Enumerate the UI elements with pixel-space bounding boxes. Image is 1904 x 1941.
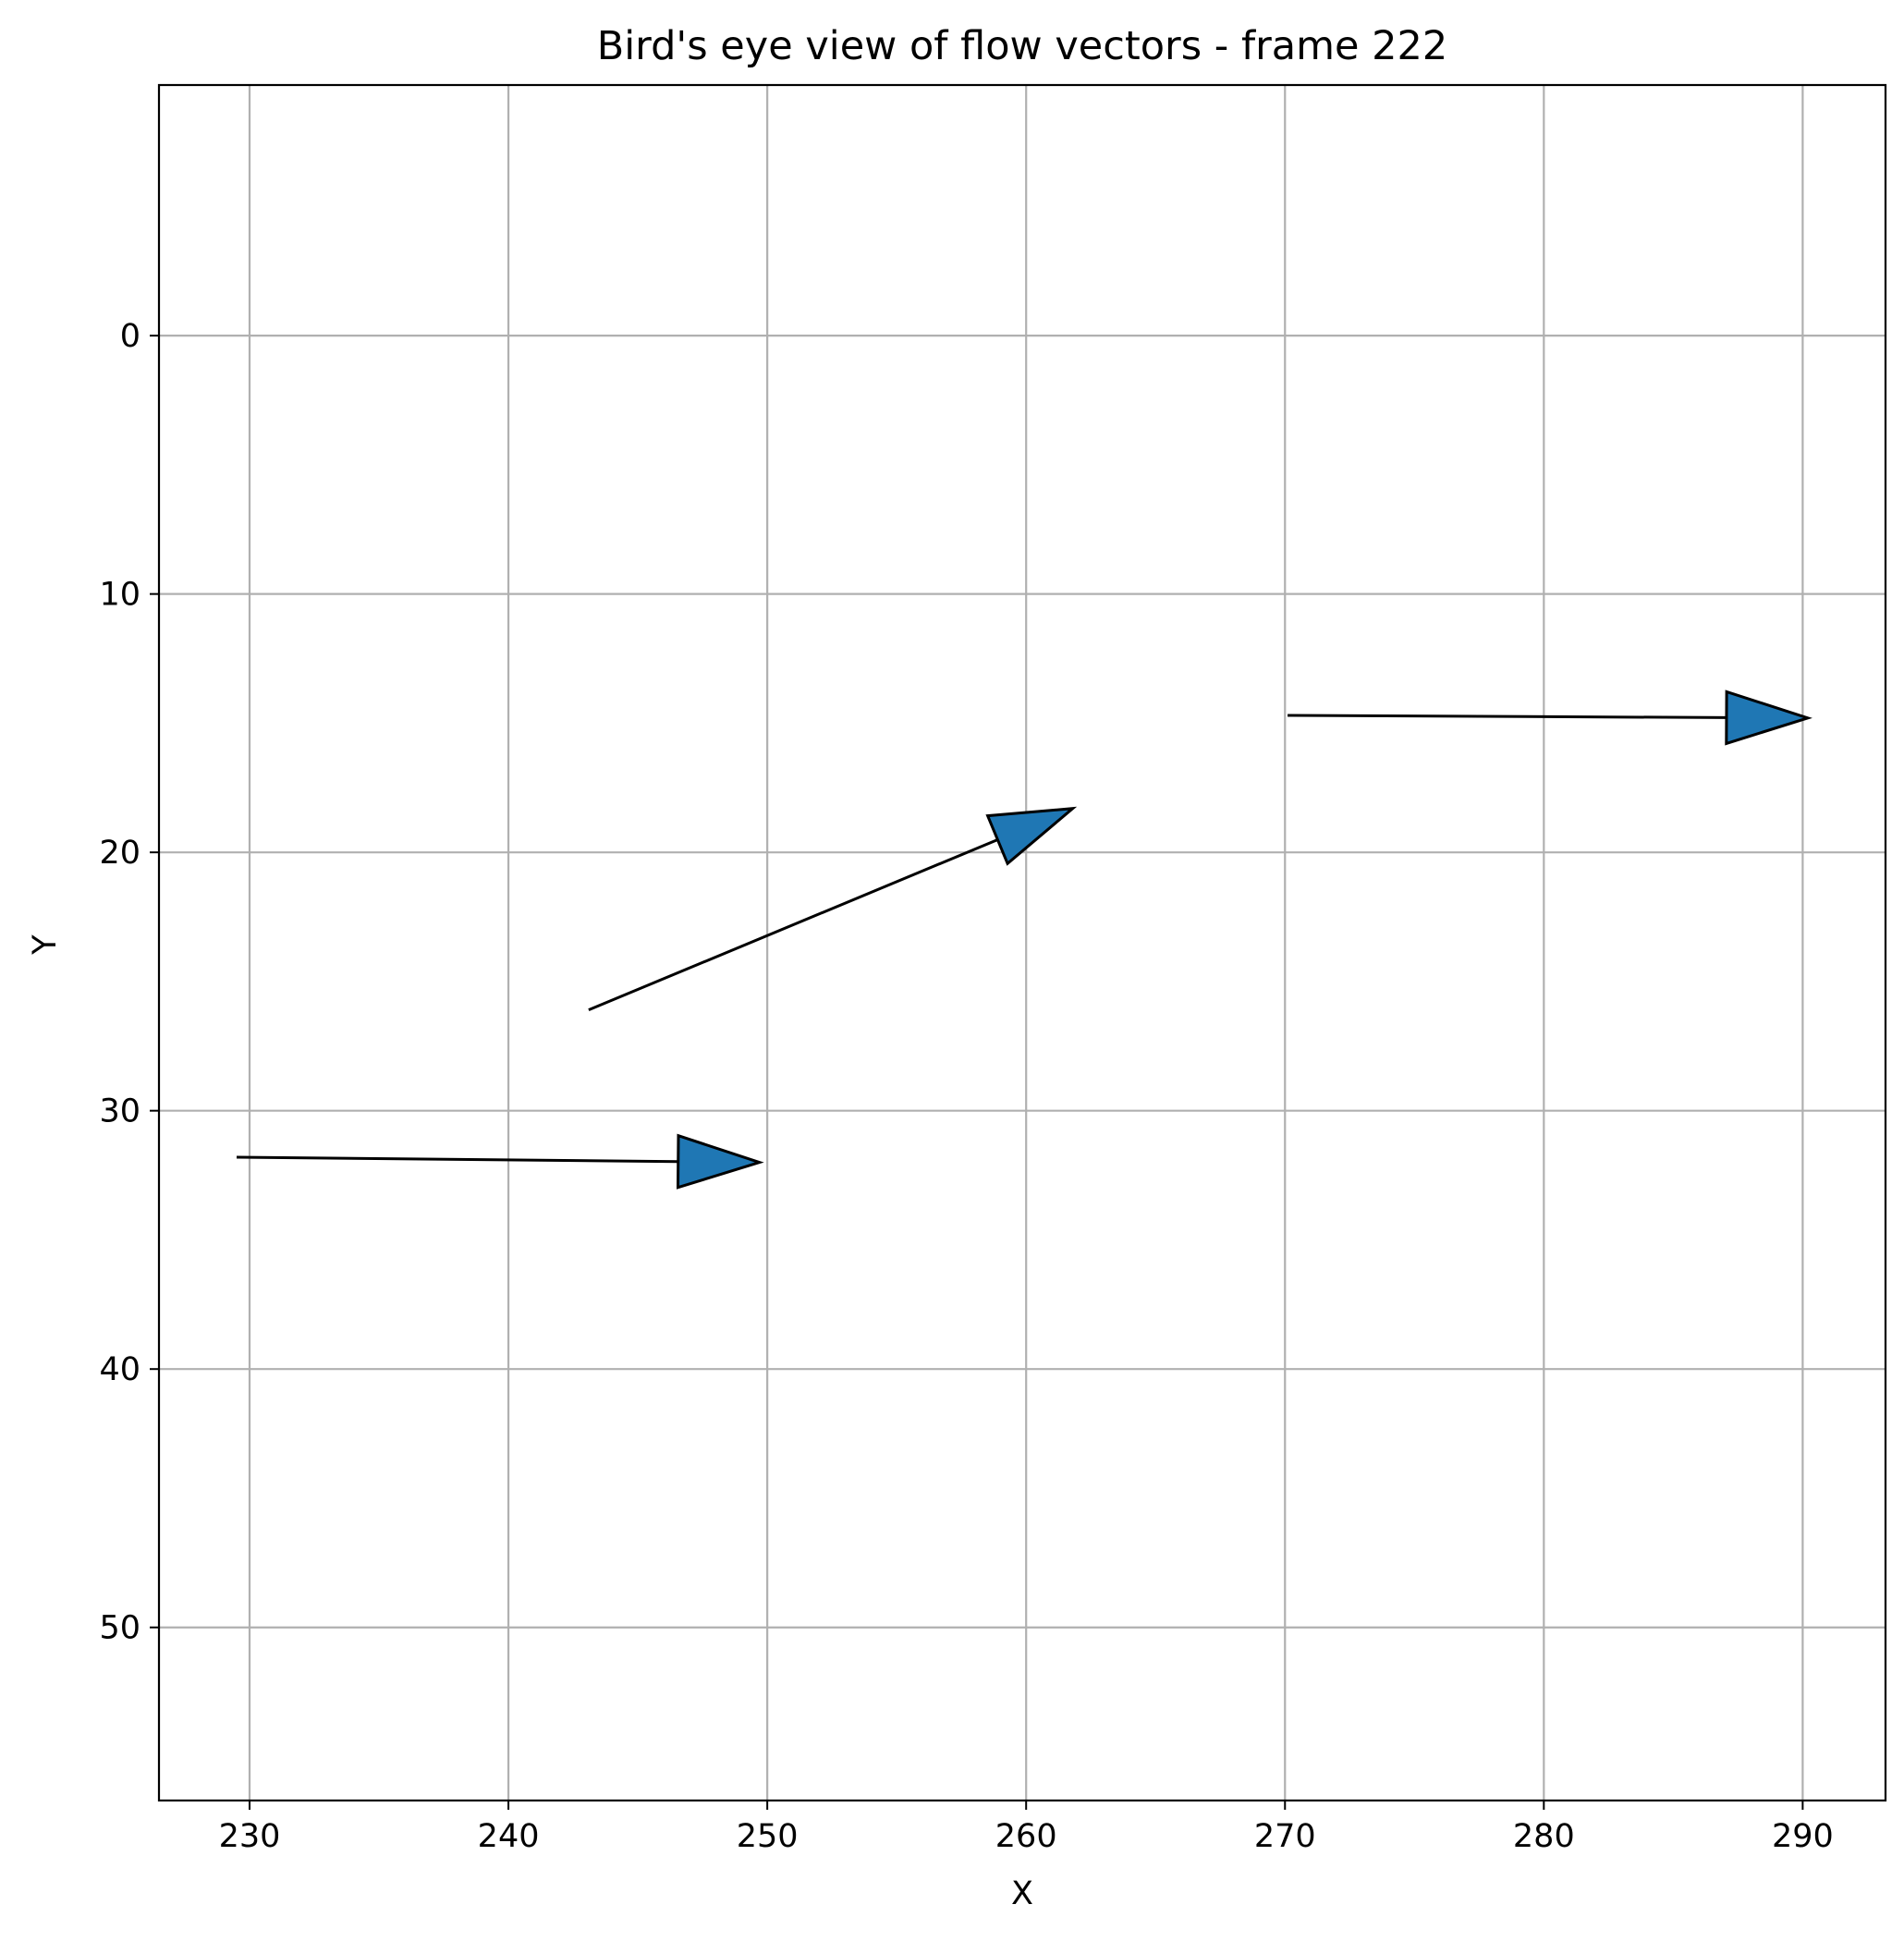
chart-title: Bird's eye view of flow vectors - frame …: [597, 23, 1448, 69]
y-tick-label: 10: [99, 577, 140, 614]
y-tick-label: 20: [99, 835, 140, 872]
x-tick-label: 230: [219, 1818, 281, 1855]
vector-arrowhead: [985, 806, 1078, 866]
x-tick-label: 260: [995, 1818, 1057, 1855]
grid-lines: [159, 85, 1886, 1801]
vector-shaft: [237, 1155, 678, 1164]
y-tick-label: 0: [120, 318, 140, 355]
vector-shaft: [588, 838, 998, 1012]
flow-vectors: [237, 690, 1812, 1190]
y-tick-label: 50: [99, 1610, 140, 1647]
x-tick-label: 290: [1772, 1818, 1834, 1855]
x-tick-label: 280: [1513, 1818, 1575, 1855]
y-axis-ticks: 0 10 20 30 40 50: [99, 318, 159, 1647]
y-tick-label: 30: [99, 1093, 140, 1130]
flow-vector: [1288, 690, 1812, 746]
vector-shaft: [1288, 714, 1727, 719]
flow-vector: [237, 1133, 764, 1190]
flow-vector: [588, 806, 1078, 1012]
x-tick-label: 270: [1254, 1818, 1316, 1855]
vector-arrowhead: [1725, 690, 1812, 746]
x-axis-label: X: [1011, 1875, 1033, 1912]
y-tick-label: 40: [99, 1351, 140, 1388]
x-axis-ticks: 230 240 250 260 270 280 290: [219, 1801, 1834, 1855]
vector-arrowhead: [676, 1133, 764, 1190]
x-tick-label: 250: [737, 1818, 799, 1855]
y-axis-label: Y: [27, 934, 64, 956]
plot-frame: [157, 83, 1887, 1802]
x-tick-label: 240: [478, 1818, 540, 1855]
